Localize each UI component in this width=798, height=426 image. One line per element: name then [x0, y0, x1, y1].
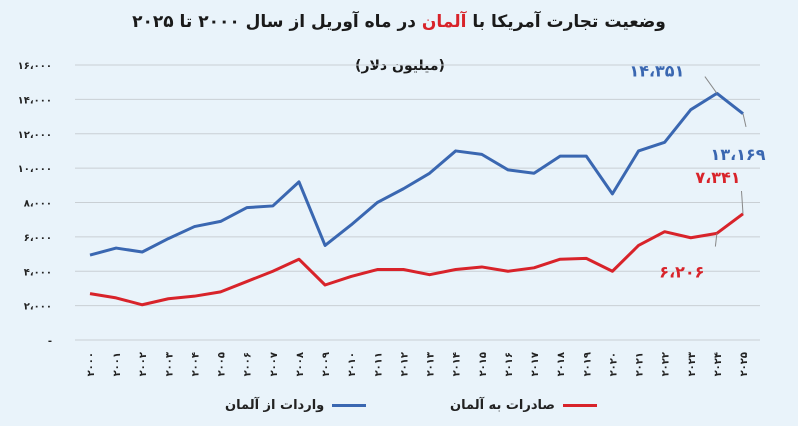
x-tick-label: ۲۰۰۳	[164, 352, 175, 376]
x-tick-label: ۲۰۰۵	[217, 352, 228, 376]
x-tick-label: ۲۰۰۰	[86, 352, 97, 376]
x-tick-label: ۲۰۱۰	[347, 352, 358, 376]
x-tick-label: ۲۰۰۶	[243, 352, 254, 376]
legend-swatch	[562, 404, 597, 407]
legend-label: واردات از آلمان	[225, 398, 325, 413]
y-tick-label: -	[48, 336, 52, 347]
x-tick-label: ۲۰۱۱	[373, 352, 384, 376]
x-tick-label: ۲۰۲۲	[661, 352, 672, 376]
chart-title: وضعیت تجارت آمریکا با آلمان در ماه آوریل…	[0, 12, 798, 32]
legend-item-exports: صادرات به آلمان	[450, 398, 597, 413]
x-tick-label: ۲۰۱۸	[556, 352, 567, 376]
legend-label: صادرات به آلمان	[450, 398, 555, 413]
y-tick-label: ۴،۰۰۰	[24, 267, 52, 278]
x-tick-label: ۲۰۲۱	[635, 352, 646, 376]
x-tick-label: ۲۰۲۰	[608, 352, 619, 376]
data-label: ۶،۲۰۶	[659, 263, 704, 282]
x-tick-label: ۲۰۱۳	[426, 352, 437, 376]
y-tick-label: ۱۰،۰۰۰	[18, 164, 52, 175]
x-tick-label: ۲۰۰۴	[190, 352, 201, 376]
x-tick-label: ۲۰۰۱	[112, 352, 123, 376]
x-tick-label: ۲۰۱۷	[530, 352, 541, 376]
y-tick-label: ۱۶،۰۰۰	[18, 61, 52, 72]
x-tick-label: ۲۰۲۵	[739, 352, 750, 376]
y-tick-label: ۸،۰۰۰	[24, 199, 52, 210]
x-tick-label: ۲۰۱۹	[582, 352, 593, 376]
x-tick-label: ۲۰۰۸	[295, 352, 306, 376]
data-label: ۱۴،۳۵۱	[629, 62, 684, 81]
title-part: در ماه آوریل از سال ۲۰۰۰ تا ۲۰۲۵	[132, 12, 422, 32]
y-tick-label: ۲،۰۰۰	[24, 302, 52, 313]
legend-swatch	[332, 404, 367, 407]
title-highlight: آلمان	[421, 12, 467, 32]
y-tick-label: ۱۲،۰۰۰	[18, 130, 52, 141]
data-label: ۷،۳۴۱	[695, 168, 740, 187]
x-tick-label: ۲۰۱۶	[504, 352, 515, 376]
x-tick-label: ۲۰۱۴	[452, 352, 463, 376]
series-line-1	[89, 212, 744, 307]
data-label: ۱۳،۱۶۹	[711, 145, 766, 164]
series-line-0	[89, 91, 744, 257]
chart-subtitle: (میلیون دلار)	[355, 58, 445, 74]
x-tick-label: ۲۰۱۲	[399, 352, 410, 376]
y-tick-label: ۱۴،۰۰۰	[18, 95, 52, 106]
annotation-leader	[714, 233, 718, 247]
x-tick-label: ۲۰۱۵	[478, 352, 489, 376]
annotation-leader	[742, 113, 747, 127]
legend-item-imports: واردات از آلمان	[225, 398, 367, 413]
y-tick-label: ۶،۰۰۰	[24, 233, 52, 244]
x-tick-label: ۲۰۰۹	[321, 352, 332, 376]
annotation-leader	[741, 190, 744, 214]
annotation-leader	[704, 76, 718, 94]
title-part: وضعیت تجارت آمریکا با	[466, 12, 666, 32]
x-tick-label: ۲۰۰۷	[269, 352, 280, 376]
x-tick-label: ۲۰۰۲	[138, 352, 149, 376]
x-tick-label: ۲۰۲۳	[687, 352, 698, 376]
x-tick-label: ۲۰۲۴	[713, 352, 724, 376]
